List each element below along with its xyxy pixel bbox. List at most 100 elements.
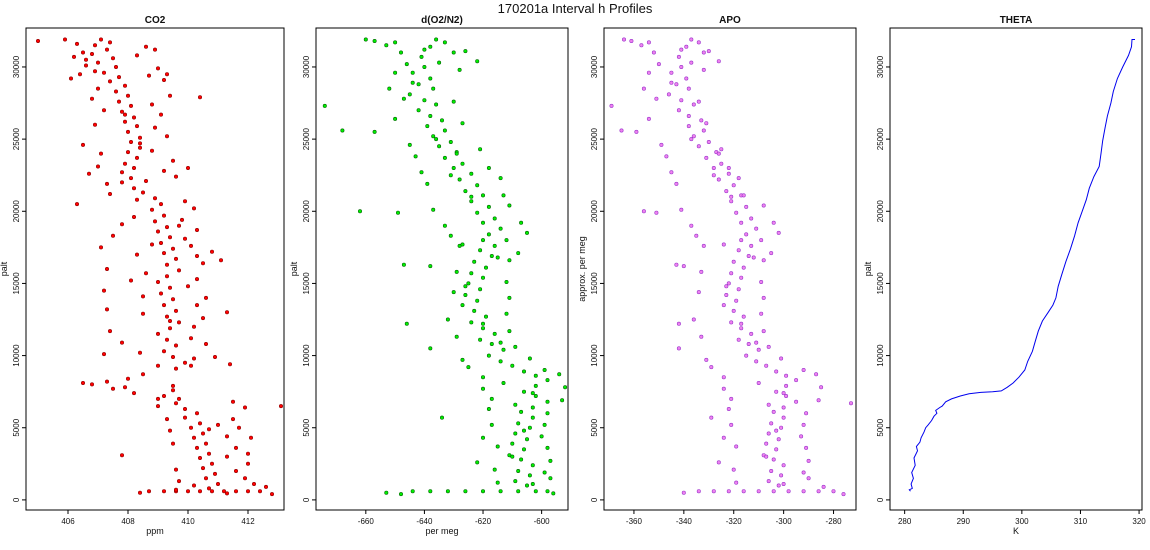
o2n2-data-point: [542, 470, 547, 475]
co2-plot-frame: [25, 27, 285, 511]
apo-data-point: [686, 86, 691, 91]
apo-data-point: [694, 233, 699, 238]
co2-data-point: [201, 261, 206, 266]
co2-data-point: [195, 228, 200, 233]
o2n2-data-point: [530, 481, 535, 486]
o2n2-data-point: [434, 102, 439, 107]
co2-data-point: [183, 236, 188, 241]
co2-data-point: [135, 53, 140, 58]
o2n2-data-point: [510, 454, 515, 459]
co2-y-tick-label: 10000: [12, 344, 21, 367]
apo-data-point: [709, 415, 714, 420]
co2-data-point: [183, 360, 188, 365]
apo-data-point: [719, 147, 724, 152]
apo-data-point: [816, 489, 821, 494]
o2n2-y-tick-label: 15000: [302, 272, 311, 295]
apo-data-point: [691, 102, 696, 107]
co2-data-point: [257, 489, 262, 494]
o2n2-data-point: [428, 264, 433, 269]
apo-data-point: [709, 365, 714, 370]
o2n2-data-point: [422, 65, 427, 70]
panel-o2n2: d(O2/N2) per meg palt -660 -640 -620 -600 0 5000…: [289, 15, 569, 536]
co2-data-point: [204, 476, 209, 481]
co2-data-point: [231, 399, 236, 404]
apo-data-point: [731, 259, 736, 264]
co2-data-point: [69, 76, 74, 81]
theta-plot-frame: [889, 27, 1143, 511]
co2-data-point: [132, 391, 137, 396]
apo-data-point: [654, 210, 659, 215]
co2-data-point: [81, 142, 86, 147]
co2-data-point: [162, 168, 167, 173]
co2-data-point: [171, 441, 176, 446]
apo-y-tick-label: 0: [590, 497, 599, 502]
o2n2-data-point: [469, 171, 474, 176]
co2-data-point: [120, 170, 125, 175]
co2-data-point: [278, 404, 283, 409]
apo-data-point: [704, 121, 709, 126]
o2n2-data-point: [548, 476, 553, 481]
o2n2-data-point: [480, 435, 485, 440]
apo-data-point: [731, 467, 736, 472]
co2-data-point: [192, 206, 197, 211]
apo-data-point: [691, 134, 696, 139]
o2n2-data-point: [439, 118, 444, 123]
o2n2-panel-title: d(O2/N2): [421, 15, 463, 26]
apo-data-point: [676, 108, 681, 113]
o2n2-data-point: [495, 255, 500, 260]
o2n2-data-point: [498, 226, 503, 231]
co2-data-point: [147, 489, 152, 494]
figure-title: 170201a Interval h Profiles: [497, 1, 653, 16]
apo-data-point: [774, 447, 779, 452]
co2-data-point: [138, 141, 143, 146]
apo-data-point: [734, 480, 739, 485]
o2n2-data-point: [425, 181, 430, 186]
o2n2-data-point: [460, 242, 465, 247]
apo-data-point: [806, 476, 811, 481]
apo-data-point: [766, 402, 771, 407]
co2-data-point: [222, 489, 227, 494]
co2-data-point: [126, 376, 131, 381]
co2-data-point: [120, 222, 125, 227]
o2n2-data-point: [545, 399, 550, 404]
apo-data-point: [814, 372, 819, 377]
co2-data-point: [72, 54, 77, 59]
apo-data-point: [766, 479, 771, 484]
co2-data-point: [201, 466, 206, 471]
panel-co2: CO2 ppm palt 406 408 410 412 0 5000 10000 15000 200…: [0, 15, 285, 536]
co2-data-point: [135, 124, 140, 129]
apo-data-point: [769, 251, 774, 256]
co2-y-tick-label: 0: [12, 497, 21, 502]
apo-data-point: [799, 434, 804, 439]
apo-data-point: [669, 70, 674, 75]
apo-data-point: [676, 346, 681, 351]
co2-data-point: [117, 99, 122, 104]
co2-data-point: [174, 308, 179, 313]
apo-data-point: [774, 428, 779, 433]
o2n2-data-point: [448, 173, 453, 178]
apo-data-point: [754, 340, 759, 345]
apo-data-point: [751, 255, 756, 260]
o2n2-data-point: [527, 425, 532, 430]
co2-data-point: [126, 150, 131, 155]
o2n2-data-point: [516, 468, 521, 473]
co2-data-point: [210, 489, 215, 494]
theta-y-axis-label: palt: [863, 261, 873, 276]
co2-data-point: [75, 202, 80, 207]
apo-data-point: [689, 137, 694, 142]
co2-data-point: [228, 362, 233, 367]
co2-data-point: [108, 192, 113, 197]
o2n2-y-tick-label: 25000: [302, 127, 311, 150]
o2n2-data-point: [501, 347, 506, 352]
apo-data-point: [781, 391, 786, 396]
o2n2-data-point: [542, 422, 547, 427]
o2n2-data-point: [480, 386, 485, 391]
co2-data-point: [159, 291, 164, 296]
apo-y-tick-label: 5000: [590, 418, 599, 436]
apo-data-point: [761, 258, 766, 263]
o2n2-x-tick-label: -660: [358, 517, 375, 526]
apo-data-point: [646, 116, 651, 121]
o2n2-y-tick-label: 30000: [302, 55, 311, 78]
o2n2-data-point: [498, 340, 503, 345]
o2n2-data-point: [498, 489, 503, 494]
